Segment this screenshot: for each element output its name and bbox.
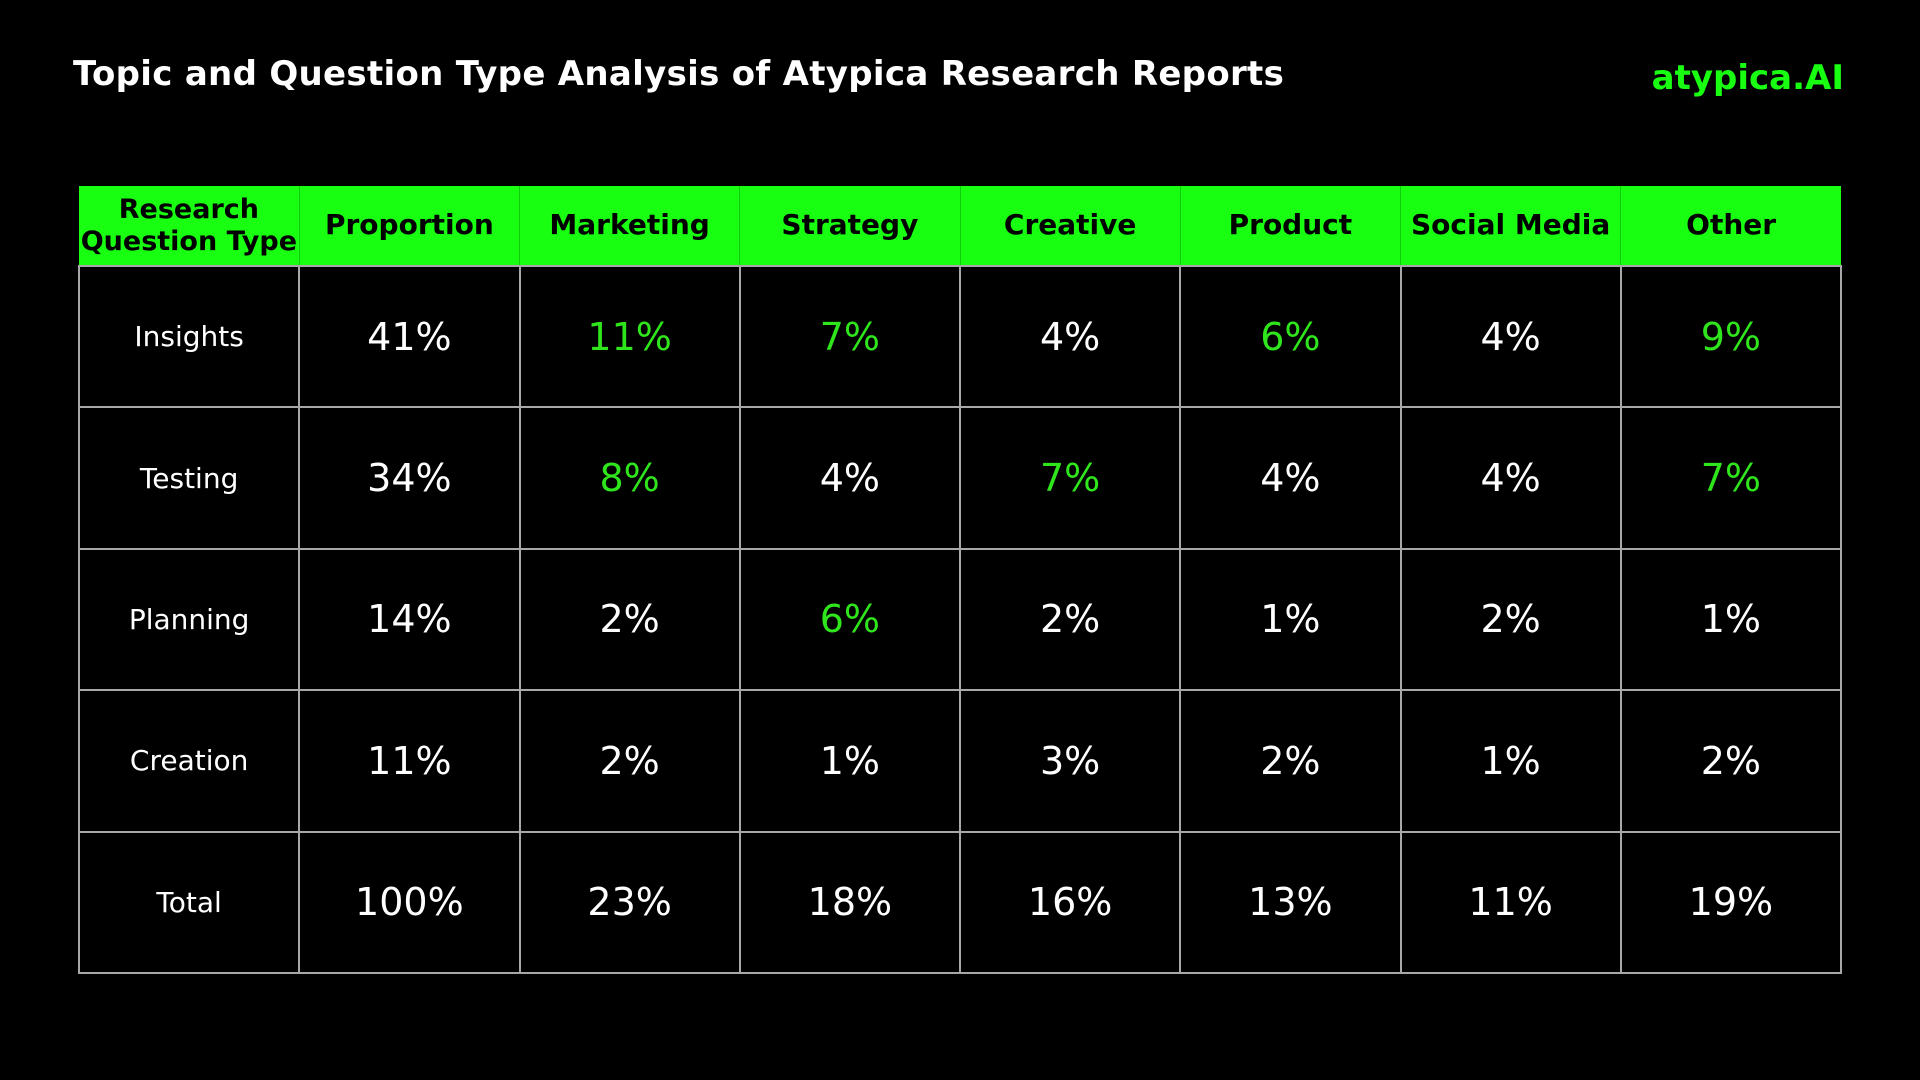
- table-row: Insights 41% 11% 7% 4% 6% 4% 9%: [77, 264, 1843, 409]
- table-cell: 2%: [518, 547, 741, 692]
- header-row: Research Question Type Proportion Market…: [79, 186, 1841, 266]
- table-cell: 34%: [298, 406, 521, 550]
- analysis-table-container: Research Question Type Proportion Market…: [77, 186, 1843, 975]
- brand-logo-text: atypica.AI: [1651, 58, 1844, 98]
- table-row: Creation 11% 2% 1% 3% 2% 1% 2%: [77, 689, 1843, 833]
- table-cell: 2%: [958, 547, 1182, 692]
- table-cell: 6%: [738, 547, 962, 692]
- column-header: Creative: [960, 186, 1181, 266]
- table-cell: 11%: [298, 689, 521, 833]
- table-cell: 100%: [298, 830, 521, 975]
- table-cell: 4%: [1399, 406, 1622, 550]
- table-cell: 2%: [1619, 689, 1843, 833]
- column-header: Marketing: [519, 186, 741, 266]
- row-label: Insights: [77, 264, 301, 409]
- table-cell: 16%: [958, 830, 1182, 975]
- table-cell: 4%: [738, 406, 962, 550]
- table-cell: 1%: [1399, 689, 1622, 833]
- row-label: Testing: [77, 406, 301, 550]
- column-header: Other: [1620, 186, 1841, 266]
- row-label: Planning: [77, 547, 301, 692]
- column-header: Strategy: [739, 186, 961, 266]
- table-cell: 11%: [1399, 830, 1622, 975]
- table-cell: 7%: [958, 406, 1182, 550]
- table-cell: 2%: [518, 689, 741, 833]
- table-cell: 8%: [518, 406, 741, 550]
- table-cell: 2%: [1179, 689, 1402, 833]
- table-cell: 4%: [1399, 264, 1622, 409]
- table-body: Insights 41% 11% 7% 4% 6% 4% 9% Testing 34% 8% 4% 7%…: [77, 264, 1843, 975]
- table-row: Testing 34% 8% 4% 7% 4% 4% 7%: [77, 406, 1843, 550]
- table-cell: 13%: [1179, 830, 1402, 975]
- table-cell: 18%: [738, 830, 962, 975]
- column-header: Product: [1180, 186, 1402, 266]
- row-label: Creation: [77, 689, 301, 833]
- table-cell: 11%: [518, 264, 741, 409]
- table-row: Planning 14% 2% 6% 2% 1% 2% 1%: [77, 547, 1843, 692]
- table-cell: 2%: [1399, 547, 1622, 692]
- table-cell: 4%: [958, 264, 1182, 409]
- row-label: Total: [77, 830, 301, 975]
- table-cell: 6%: [1179, 264, 1402, 409]
- page-title: Topic and Question Type Analysis of Atyp…: [73, 54, 1285, 94]
- column-header: Proportion: [299, 186, 521, 266]
- corner-header: Research Question Type: [79, 186, 300, 266]
- table-cell: 14%: [298, 547, 521, 692]
- table-cell: 23%: [518, 830, 741, 975]
- table-row: Total 100% 23% 18% 16% 13% 11% 19%: [77, 830, 1843, 975]
- analysis-table: Research Question Type Proportion Market…: [77, 186, 1843, 975]
- table-cell: 9%: [1619, 264, 1843, 409]
- table-header: Research Question Type Proportion Market…: [79, 186, 1841, 266]
- table-cell: 7%: [1619, 406, 1843, 550]
- table-cell: 41%: [298, 264, 521, 409]
- table-cell: 1%: [738, 689, 962, 833]
- table-cell: 3%: [958, 689, 1182, 833]
- column-header: Social Media: [1400, 186, 1622, 266]
- table-cell: 7%: [738, 264, 962, 409]
- table-cell: 1%: [1619, 547, 1843, 692]
- table-cell: 4%: [1179, 406, 1402, 550]
- table-cell: 1%: [1179, 547, 1402, 692]
- table-cell: 19%: [1619, 830, 1843, 975]
